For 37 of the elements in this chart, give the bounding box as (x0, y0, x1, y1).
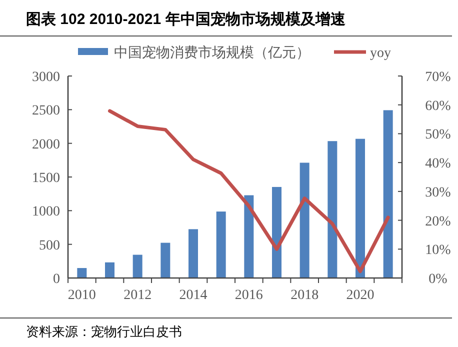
bar (105, 262, 114, 278)
bar (244, 195, 254, 278)
y-tick-label: 2000 (32, 137, 60, 152)
y-tick-label: 1500 (32, 171, 60, 186)
x-tick-label: 2014 (179, 288, 208, 303)
y2-tick-label: 50% (425, 128, 452, 143)
bar (356, 138, 365, 278)
bar (383, 110, 393, 278)
y2-tick-label: 40% (425, 156, 452, 172)
x-tick-label: 2016 (234, 288, 263, 303)
y-tick-label: 2500 (32, 104, 60, 119)
x-tick-label: 2012 (124, 288, 152, 303)
bar (328, 141, 338, 278)
legend-label: 中国宠物消费市场规模（亿元） (114, 45, 310, 61)
x-tick-label: 2018 (290, 288, 319, 303)
y2-tick-label: 60% (425, 98, 452, 114)
bar (272, 186, 282, 278)
y-tick-label: 1000 (32, 204, 60, 220)
y2-tick-label: 20% (425, 214, 452, 230)
y-tick-label: 3000 (32, 70, 60, 85)
y2-tick-label: 0% (428, 272, 448, 287)
bar (160, 242, 170, 278)
y-tick-label: 0 (53, 272, 60, 287)
bar (132, 254, 142, 278)
bar (216, 212, 226, 278)
text: 资料来源：宠物行业白皮书 (26, 324, 182, 339)
y2-tick-label: 30% (425, 185, 452, 200)
y2-tick-label: 70% (425, 70, 452, 85)
bar (77, 268, 87, 278)
y2-tick-label: 10% (425, 243, 452, 258)
y-tick-label: 500 (39, 238, 60, 254)
chart-title: 图表 102 2010-2021 年中国宠物市场规模及增速 (26, 10, 346, 28)
legend-label: yoy (370, 46, 391, 61)
bar (300, 162, 310, 278)
bar (188, 229, 198, 278)
x-tick-label: 2010 (68, 288, 96, 303)
x-tick-label: 2020 (346, 288, 374, 303)
